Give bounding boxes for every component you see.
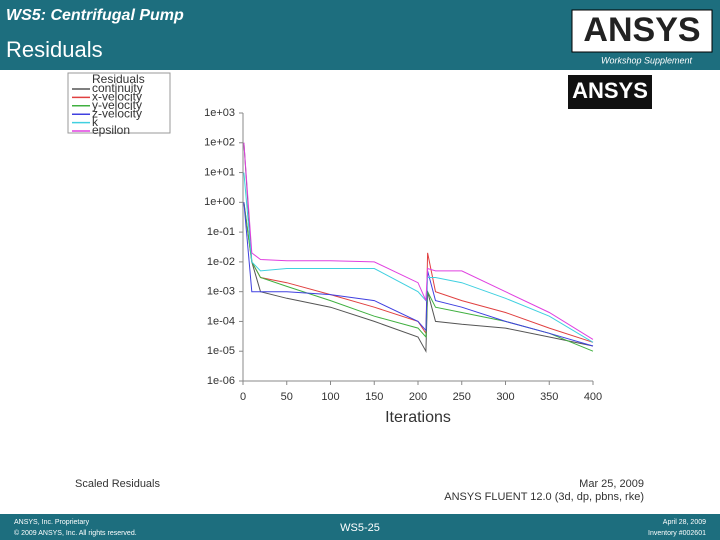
- x-tick-label: 100: [321, 391, 339, 403]
- y-tick-label: 1e+00: [204, 196, 235, 208]
- legend-title: Residuals: [92, 72, 145, 86]
- y-tick-label: 1e+02: [204, 137, 235, 149]
- residual-line: [243, 202, 594, 352]
- legend-label: z-velocity: [92, 106, 142, 120]
- legend-label: y-velocity: [92, 98, 142, 112]
- y-tick-label: 1e-05: [207, 345, 235, 357]
- chart-logo-box: [568, 75, 652, 109]
- x-tick-label: 0: [240, 391, 246, 403]
- x-tick-label: 400: [584, 391, 602, 403]
- y-tick-label: 1e-04: [207, 315, 235, 327]
- legend-label: k: [92, 115, 99, 129]
- footer-text: April 28, 2009: [663, 519, 706, 526]
- annotation: Scaled Residuals: [75, 478, 160, 490]
- footer-text: ANSYS, Inc. Proprietary: [14, 519, 90, 526]
- footer-page: WS5-25: [340, 522, 380, 534]
- legend-box: [67, 72, 171, 134]
- x-tick-label: 300: [496, 391, 514, 403]
- annotation: ANSYS FLUENT 12.0 (3d, dp, pbns, rke): [444, 491, 644, 503]
- footer-text: © 2009 ANSYS, Inc. All rights reserved.: [14, 529, 137, 537]
- x-axis-label: Iterations: [385, 409, 451, 426]
- footer-text: Inventory #002601: [648, 530, 706, 537]
- residual-line: [243, 142, 594, 340]
- y-tick-label: 1e-06: [207, 375, 235, 387]
- slide-title: WS5: Centrifugal Pump: [6, 7, 184, 24]
- residual-line: [243, 172, 594, 343]
- legend-label: x-velocity: [92, 90, 142, 104]
- y-tick-label: 1e-03: [207, 286, 235, 298]
- x-tick-label: 250: [453, 391, 471, 403]
- annotation: Mar 25, 2009: [579, 478, 644, 490]
- y-tick-label: 1e-01: [207, 226, 235, 238]
- residual-line: [243, 142, 594, 354]
- chart-logo: ANSYS: [572, 78, 648, 103]
- footer-bar: [0, 514, 720, 540]
- x-tick-label: 350: [540, 391, 558, 403]
- logo-box: [571, 9, 713, 53]
- y-tick-label: 1e-02: [207, 256, 235, 268]
- logo: ANSYS: [583, 11, 700, 49]
- supplement: Workshop Supplement: [601, 55, 693, 65]
- y-tick-label: 1e+03: [204, 107, 235, 119]
- legend-label: epsilon: [92, 123, 130, 137]
- x-tick-label: 150: [365, 391, 383, 403]
- slide-subtitle: Residuals: [6, 37, 103, 62]
- y-tick-label: 1e+01: [204, 166, 235, 178]
- residual-line: [243, 202, 594, 343]
- x-tick-label: 200: [409, 391, 427, 403]
- legend-label: continuity: [92, 81, 143, 95]
- residual-line: [243, 202, 594, 347]
- x-tick-label: 50: [281, 391, 293, 403]
